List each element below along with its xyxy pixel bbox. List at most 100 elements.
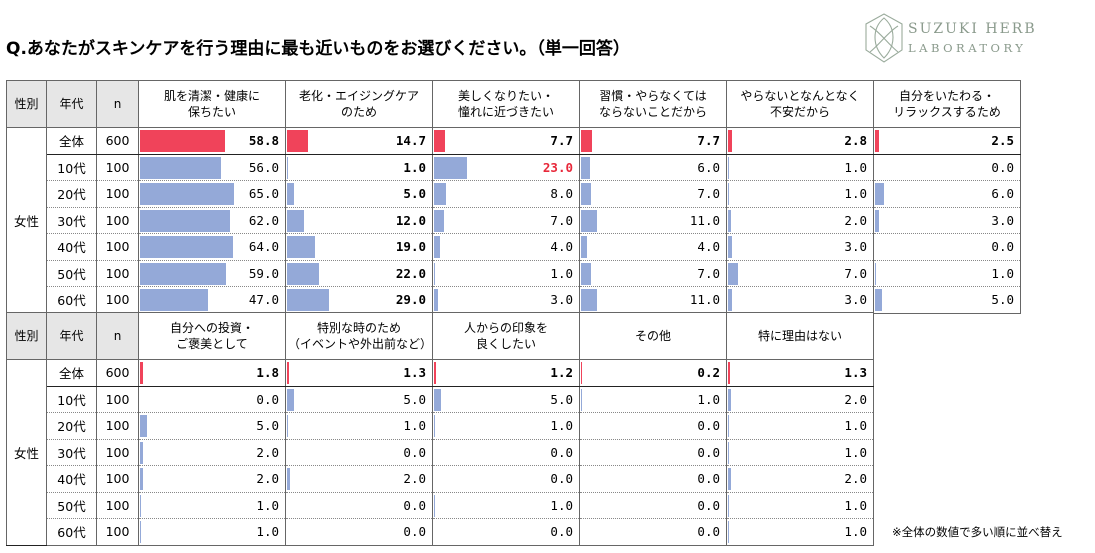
- row-label: 60代: [46, 286, 97, 314]
- value-label: 19.0: [395, 239, 426, 255]
- value-label: 1.0: [256, 497, 279, 513]
- total-bar: [875, 130, 879, 153]
- value-cell: 0.0: [432, 465, 580, 493]
- value-label: 22.0: [395, 265, 426, 281]
- row-n: 100: [96, 286, 139, 314]
- value-cell: 12.0: [285, 207, 433, 234]
- value-cell: 0.0: [285, 439, 433, 466]
- header-n: n: [96, 80, 139, 128]
- total-bar: [434, 130, 446, 153]
- value-label: 7.0: [697, 265, 720, 281]
- value-label: 2.0: [403, 471, 426, 487]
- age-bar: [581, 289, 597, 312]
- row-label: 30代: [46, 439, 97, 466]
- value-cell: 0.0: [579, 412, 727, 440]
- value-cell: 2.5: [873, 127, 1021, 155]
- column-header: 特別な時のため （イベントや外出前など）: [285, 312, 433, 360]
- age-bar: [581, 388, 583, 411]
- age-bar: [434, 262, 436, 285]
- column-header: 特に理由はない: [726, 312, 874, 360]
- value-label: 1.0: [844, 524, 867, 540]
- column-header: 自分への投資・ ご褒美として: [138, 312, 286, 360]
- value-cell: 7.0: [726, 260, 874, 287]
- value-cell: 0.0: [285, 492, 433, 519]
- value-label: 62.0: [248, 212, 279, 228]
- value-cell: 2.0: [138, 465, 286, 493]
- row-n: 100: [96, 180, 139, 208]
- age-bar: [434, 236, 440, 259]
- age-bar: [728, 183, 730, 206]
- value-cell: 1.0: [138, 518, 286, 546]
- value-cell: 0.0: [138, 386, 286, 413]
- table-row: 30代 100 62.0 12.0 7.0 11.0 2.0 3.0: [7, 207, 1021, 234]
- leaf-logo-icon: [865, 13, 903, 63]
- value-label: 58.8: [248, 133, 279, 149]
- age-bar: [140, 289, 209, 312]
- brand-logo: SUZUKI HERB LABORATORY: [862, 12, 1035, 64]
- value-label: 2.0: [256, 444, 279, 460]
- age-bar: [434, 494, 436, 517]
- age-bar: [434, 289, 439, 312]
- value-cell: 0.0: [873, 233, 1021, 261]
- value-cell: 2.0: [285, 465, 433, 493]
- sex-label: 女性: [6, 127, 47, 314]
- value-cell: 1.8: [138, 359, 286, 387]
- age-bar: [581, 209, 597, 232]
- age-bar: [140, 521, 142, 544]
- table-row: 30代 100 2.0 0.0 0.0 0.0 1.0: [7, 439, 874, 466]
- value-label: 0.0: [403, 444, 426, 460]
- column-header: やらないとなんとなく 不安だから: [726, 80, 874, 128]
- value-label: 11.0: [689, 212, 720, 228]
- value-cell: 7.7: [579, 127, 727, 155]
- table-row: 女性 全体 600 1.8 1.3 1.2 0.2 1.3: [6, 359, 874, 546]
- value-cell: 1.0: [726, 439, 874, 466]
- value-label: 3.0: [991, 212, 1014, 228]
- value-label: 5.0: [256, 418, 279, 434]
- value-label: 1.0: [844, 497, 867, 513]
- value-label: 1.0: [403, 159, 426, 175]
- age-bar: [434, 388, 442, 411]
- value-cell: 5.0: [873, 286, 1021, 314]
- page-title: Q.あなたがスキンケアを行う理由に最も近いものをお選びください。（単一回答）: [6, 39, 630, 59]
- age-bar: [875, 262, 877, 285]
- column-header: 人からの印象を 良くしたい: [432, 312, 580, 360]
- age-bar: [434, 183, 446, 206]
- value-cell: 1.3: [285, 359, 433, 387]
- value-label: 7.7: [550, 133, 573, 149]
- value-cell: 59.0: [138, 260, 286, 287]
- value-label: 65.0: [248, 186, 279, 202]
- age-bar: [140, 209, 230, 232]
- value-cell: 1.0: [726, 492, 874, 519]
- value-label: 6.0: [697, 159, 720, 175]
- value-label: 3.0: [550, 292, 573, 308]
- value-label: 12.0: [395, 212, 426, 228]
- age-bar: [728, 494, 730, 517]
- value-label: 0.0: [256, 391, 279, 407]
- value-label: 3.0: [844, 292, 867, 308]
- value-label: 0.0: [991, 159, 1014, 175]
- value-label: 1.0: [550, 265, 573, 281]
- value-label: 6.0: [991, 186, 1014, 202]
- value-cell: 58.8: [138, 127, 286, 155]
- age-bar: [287, 209, 305, 232]
- column-header: 自分をいたわる・ リラックスするため: [873, 80, 1021, 128]
- value-label: 3.0: [844, 239, 867, 255]
- value-cell: 19.0: [285, 233, 433, 261]
- table-row: 50代 100 1.0 0.0 1.0 0.0 1.0: [7, 492, 874, 519]
- age-bar: [434, 156, 468, 179]
- table-row: 40代 100 64.0 19.0 4.0 4.0 3.0 0.0: [7, 233, 1021, 261]
- age-bar: [728, 262, 739, 285]
- value-cell: 64.0: [138, 233, 286, 261]
- value-cell: 62.0: [138, 207, 286, 234]
- value-label: 0.0: [697, 418, 720, 434]
- table-row: 20代 100 65.0 5.0 8.0 7.0 1.0 6.0: [7, 180, 1021, 208]
- value-label: 5.0: [550, 391, 573, 407]
- value-cell: 23.0: [432, 154, 580, 181]
- total-bar: [287, 130, 309, 153]
- value-label: 1.0: [844, 159, 867, 175]
- value-cell: 1.0: [726, 412, 874, 440]
- value-label: 2.0: [844, 391, 867, 407]
- value-cell: 1.3: [726, 359, 874, 387]
- row-n: 100: [96, 439, 139, 466]
- age-bar: [287, 183, 295, 206]
